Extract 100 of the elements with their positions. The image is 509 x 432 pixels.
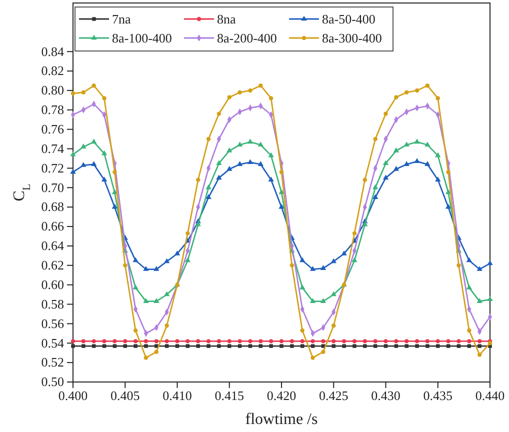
point bbox=[206, 184, 212, 190]
point bbox=[414, 138, 420, 144]
point bbox=[196, 339, 200, 344]
point bbox=[258, 339, 263, 344]
point bbox=[268, 96, 274, 100]
point bbox=[330, 258, 336, 264]
point bbox=[132, 284, 138, 290]
point bbox=[300, 344, 304, 348]
point bbox=[248, 339, 252, 344]
point bbox=[290, 344, 294, 348]
point bbox=[132, 257, 138, 262]
point bbox=[487, 260, 493, 266]
point bbox=[258, 142, 264, 147]
point bbox=[394, 339, 398, 344]
legend-label: 8a-200-400 bbox=[217, 30, 277, 46]
point bbox=[227, 339, 232, 344]
point bbox=[321, 344, 326, 348]
point bbox=[362, 178, 368, 182]
point bbox=[154, 298, 160, 303]
point bbox=[310, 356, 315, 360]
point bbox=[290, 263, 294, 268]
point bbox=[258, 344, 263, 348]
point bbox=[70, 168, 76, 174]
point bbox=[352, 257, 358, 262]
point bbox=[415, 344, 419, 348]
point bbox=[404, 90, 409, 95]
point bbox=[154, 339, 159, 344]
point bbox=[164, 291, 170, 296]
point bbox=[92, 83, 96, 88]
y-tick-label: 0.64 bbox=[41, 238, 64, 254]
point bbox=[446, 170, 450, 174]
x-axis-title: flowtime /s bbox=[245, 411, 318, 428]
point bbox=[425, 339, 430, 344]
point bbox=[332, 324, 336, 328]
y-tick-label: 0.68 bbox=[41, 199, 64, 214]
point bbox=[238, 339, 242, 344]
point bbox=[226, 166, 232, 171]
legend-label: 8a-50-400 bbox=[322, 12, 376, 26]
point bbox=[477, 352, 482, 357]
point bbox=[154, 266, 160, 271]
point bbox=[414, 88, 420, 93]
point bbox=[321, 339, 326, 344]
point bbox=[216, 160, 222, 165]
point bbox=[206, 339, 211, 344]
point bbox=[477, 339, 482, 344]
point bbox=[247, 159, 254, 164]
point bbox=[133, 328, 138, 333]
point bbox=[341, 250, 347, 256]
point bbox=[175, 344, 180, 348]
point bbox=[372, 184, 378, 190]
point bbox=[81, 90, 86, 95]
y-tick-label: 0.62 bbox=[41, 258, 64, 273]
point bbox=[248, 88, 252, 93]
point bbox=[372, 194, 378, 199]
x-tick-label: 0.410 bbox=[162, 388, 192, 404]
point bbox=[310, 266, 316, 271]
point bbox=[467, 328, 472, 333]
point bbox=[446, 339, 450, 344]
point bbox=[310, 339, 315, 344]
point bbox=[81, 339, 86, 344]
point bbox=[321, 350, 326, 354]
point bbox=[92, 339, 96, 344]
y-tick-label: 0.58 bbox=[41, 296, 64, 312]
point bbox=[363, 344, 367, 348]
point bbox=[426, 344, 430, 348]
point bbox=[123, 339, 128, 344]
point bbox=[352, 344, 356, 348]
point bbox=[144, 344, 148, 348]
point bbox=[330, 291, 336, 296]
point bbox=[404, 344, 408, 348]
point bbox=[80, 162, 86, 167]
y-tick-label: 0.74 bbox=[41, 140, 64, 156]
point bbox=[216, 339, 222, 344]
point bbox=[164, 324, 169, 328]
point bbox=[373, 344, 378, 348]
point bbox=[300, 328, 304, 333]
point bbox=[143, 298, 149, 303]
point bbox=[112, 344, 117, 348]
y-tick-label: 0.70 bbox=[41, 180, 64, 195]
point bbox=[310, 298, 316, 303]
x-tick-label: 0.435 bbox=[423, 388, 452, 404]
point bbox=[320, 265, 326, 270]
point bbox=[373, 136, 378, 142]
point bbox=[384, 344, 388, 348]
point bbox=[154, 350, 159, 354]
y-tick-label: 0.52 bbox=[41, 354, 64, 370]
point bbox=[71, 344, 75, 348]
point bbox=[92, 344, 96, 348]
point bbox=[268, 152, 274, 158]
point bbox=[424, 142, 430, 147]
point bbox=[258, 83, 263, 88]
point bbox=[332, 339, 336, 344]
point bbox=[226, 147, 232, 152]
point bbox=[268, 176, 274, 182]
point bbox=[112, 170, 117, 174]
point bbox=[435, 176, 441, 182]
x-tick-label: 0.400 bbox=[58, 388, 88, 404]
y-tick-label: 0.76 bbox=[41, 121, 64, 136]
point bbox=[247, 138, 254, 144]
point bbox=[476, 298, 482, 303]
